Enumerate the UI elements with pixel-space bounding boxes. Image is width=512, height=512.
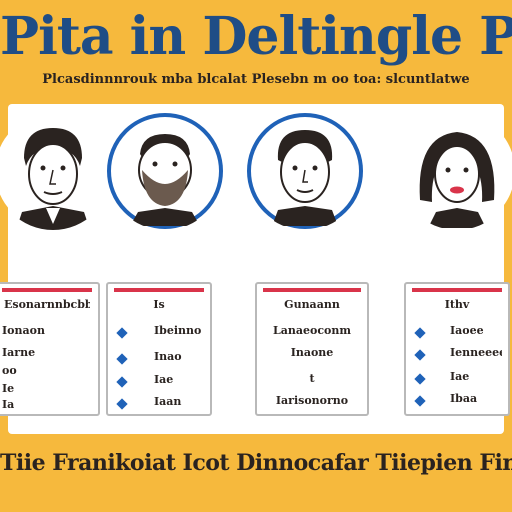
- card-title: Ithv: [444, 298, 470, 311]
- card-row: Iae: [450, 370, 470, 383]
- bullet-diamond-icon: [414, 373, 426, 385]
- card-title: Esonarnnbcbb: [4, 298, 90, 311]
- card-title: Gunaann: [284, 298, 340, 311]
- card-accent-bar: [114, 288, 204, 292]
- bullet-diamond-icon: [116, 398, 128, 410]
- card-row: Ionaon: [2, 324, 45, 337]
- card-accent-bar: [2, 288, 92, 292]
- info-card-1: Esonarnnbcbb Ionaon Iarne oo Ie Ia: [0, 282, 100, 416]
- card-row: Inaone: [290, 346, 334, 359]
- bullet-diamond-icon: [116, 327, 128, 339]
- card-row: Iarne: [2, 346, 36, 359]
- card-accent-bar: [263, 288, 361, 292]
- card-row: Ibeinno: [154, 324, 202, 337]
- man-portrait-icon: [0, 112, 112, 230]
- card-row: Ia: [2, 398, 15, 411]
- card-row: t: [309, 372, 315, 385]
- info-card-3: Gunaann Lanaeoconm Inaone t Iarisonorno: [255, 282, 369, 416]
- info-card-4: Ithv Iaoee Ienneeee Iae Ibaa: [404, 282, 510, 416]
- card-row: Lanaeoconm: [273, 324, 351, 337]
- card-accent-bar: [412, 288, 502, 292]
- card-row: Iarisonorno: [275, 394, 349, 407]
- card-row: Iaoee: [450, 324, 484, 337]
- card-row: Iaan: [154, 395, 182, 408]
- bullet-diamond-icon: [116, 353, 128, 365]
- woman-portrait-icon: [398, 112, 512, 230]
- young-man-portrait-icon: [246, 112, 364, 230]
- bullet-diamond-icon: [414, 395, 426, 407]
- card-row: Ibaa: [450, 392, 478, 405]
- poster-footer: Tiie Franikoiat Icot Dinnocafar Tiiepien…: [0, 450, 512, 476]
- card-row: oo: [2, 364, 17, 377]
- bullet-diamond-icon: [414, 327, 426, 339]
- poster-subtitle: Plcasdinnnrouk mba blcalat Plesebn m oo …: [42, 72, 470, 87]
- bullet-diamond-icon: [116, 376, 128, 388]
- card-row: Inao: [154, 350, 182, 363]
- bearded-man-portrait-icon: [106, 112, 224, 230]
- card-title: Is: [153, 298, 165, 311]
- poster-title: Pita in Deltingle Prarrfats: [0, 6, 512, 67]
- card-row: Iae: [154, 373, 174, 386]
- info-card-2: Is Ibeinno Inao Iae Iaan: [106, 282, 212, 416]
- card-row: Ienneeee: [450, 346, 502, 359]
- card-row: Ie: [2, 382, 15, 395]
- bullet-diamond-icon: [414, 349, 426, 361]
